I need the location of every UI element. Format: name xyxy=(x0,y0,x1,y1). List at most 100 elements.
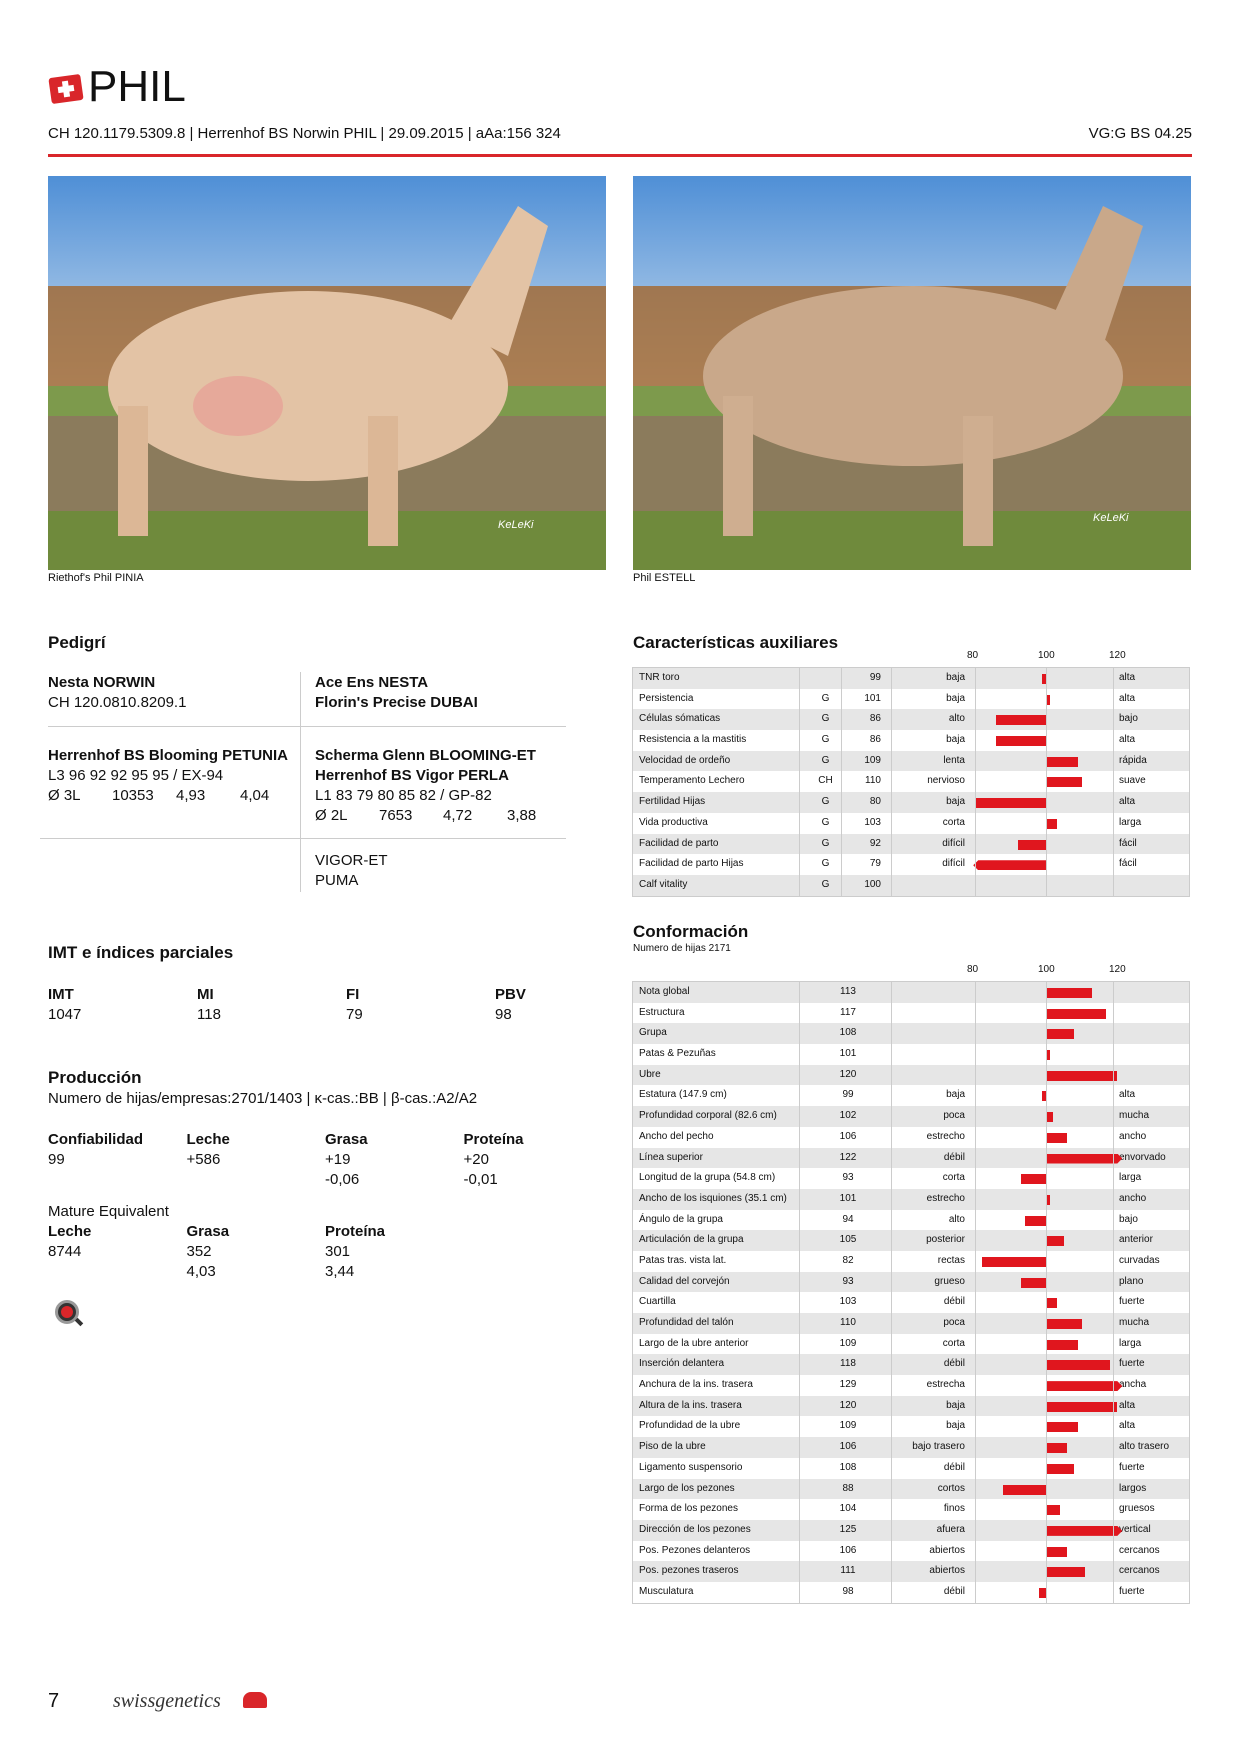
trait-value: 106 xyxy=(839,1130,857,1142)
table-row: Inserción delantera 118 débil fuerte xyxy=(633,1354,1189,1376)
trait-bar xyxy=(1046,1443,1068,1454)
trait-source: G xyxy=(821,713,830,725)
trait-low-label: afuera xyxy=(936,1523,965,1535)
trait-low-label: alto xyxy=(948,1213,965,1225)
search-magnifier-icon[interactable] xyxy=(55,1300,84,1327)
trait-name: Largo de la ubre anterior xyxy=(639,1337,749,1349)
table-row: Células sómaticas G 86 alto bajo xyxy=(633,709,1189,731)
cow-photo-pinia: KeLeKi xyxy=(48,176,606,570)
table-row: Estructura 117 xyxy=(633,1003,1189,1024)
trait-value: 105 xyxy=(839,1234,857,1246)
production-v2: -0,06 xyxy=(325,1171,360,1188)
table-row: Temperamento Lechero CH 110 nervioso suave xyxy=(633,771,1189,792)
table-row: Ligamento suspensorio 108 débil fuerte xyxy=(633,1458,1189,1479)
trait-high-label: gruesos xyxy=(1119,1503,1155,1515)
trait-low-label: finos xyxy=(943,1503,965,1515)
trait-name: Calidad del corvejón xyxy=(639,1275,730,1287)
trait-value: 101 xyxy=(839,1192,857,1204)
trait-value: 101 xyxy=(864,692,881,704)
trait-high-label: alta xyxy=(1119,692,1136,704)
trait-name: Largo de los pezones xyxy=(639,1482,735,1494)
trait-name: Ubre xyxy=(639,1068,661,1080)
trait-value: 99 xyxy=(869,672,881,683)
trait-high-label: curvadas xyxy=(1119,1254,1160,1266)
trait-bar xyxy=(1046,756,1078,767)
trait-bar xyxy=(1003,1484,1046,1495)
trait-bar xyxy=(1046,1505,1061,1516)
trait-bar xyxy=(1046,1339,1078,1350)
mature-v1: 8744 xyxy=(48,1243,82,1260)
dam-dam-name: Herrenhof BS Vigor PERLA xyxy=(315,767,509,784)
trait-source: G xyxy=(821,878,830,890)
conformation-table: Nota global 113 Estructura 117 Grupa 108 Patas… xyxy=(632,981,1190,1604)
trait-bar xyxy=(1046,1236,1064,1247)
trait-bar xyxy=(996,715,1046,726)
animal-info: CH 120.1179.5309.8 | Herrenhof BS Norwin… xyxy=(48,125,561,142)
trait-high-label: alta xyxy=(1119,734,1136,746)
conformation-subtitle: Numero de hijas 2171 xyxy=(633,943,731,954)
trait-value: 108 xyxy=(839,1027,857,1039)
photo-watermark: KeLeKi xyxy=(498,519,534,531)
mature-label: Grasa xyxy=(186,1223,230,1240)
column-divider xyxy=(1113,982,1114,1603)
sire-id: CH 120.0810.8209.1 xyxy=(48,694,187,711)
table-row: Profundidad corporal (82.6 cm) 102 poca muc… xyxy=(633,1106,1189,1127)
trait-name: Musculatura xyxy=(639,1585,694,1597)
trait-low-label: débil xyxy=(943,1296,965,1308)
page-number: 7 xyxy=(48,1690,60,1712)
trait-high-label: mucha xyxy=(1119,1110,1150,1122)
trait-bar xyxy=(1046,1194,1050,1205)
dam-dam-fat: 4,72 xyxy=(443,807,473,824)
trait-low-label: estrecha xyxy=(926,1379,965,1391)
imt-value-3: 98 xyxy=(495,1006,512,1023)
ddd-dam: PUMA xyxy=(315,872,359,889)
trait-name: Nota global xyxy=(639,986,690,997)
table-row: Dirección de los pezones 125 afuera vertica… xyxy=(633,1519,1189,1541)
trait-name: Profundidad de la ubre xyxy=(639,1420,741,1432)
trait-value: 93 xyxy=(842,1172,854,1184)
brand-logo: swissgenetics xyxy=(113,1690,221,1712)
trait-bar xyxy=(1046,1050,1050,1061)
trait-value: 120 xyxy=(839,1399,857,1411)
table-row: Línea superior 122 débil envorvado xyxy=(633,1147,1189,1169)
table-row: Facilidad de parto G 92 difícil fácil xyxy=(633,833,1189,855)
trait-value: 117 xyxy=(840,1006,856,1018)
trait-value: 109 xyxy=(864,754,881,766)
trait-low-label: poca xyxy=(943,1317,965,1328)
trait-value: 88 xyxy=(842,1482,854,1494)
trait-low-label: baja xyxy=(946,692,965,704)
trait-name: Ángulo de la grupa xyxy=(639,1213,723,1225)
trait-value: 106 xyxy=(839,1441,857,1453)
trait-high-label: alta xyxy=(1119,1399,1136,1411)
trait-value: 102 xyxy=(839,1110,857,1122)
scale-tick: 120 xyxy=(1109,650,1126,661)
dam-classification: L3 96 92 92 95 95 / EX-94 xyxy=(48,767,224,784)
trait-high-label: fácil xyxy=(1119,837,1137,849)
dam-dam-protein: 3,88 xyxy=(507,807,537,824)
trait-high-label: largos xyxy=(1119,1482,1147,1494)
column-divider xyxy=(799,982,800,1603)
table-row: Patas tras. vista lat. 82 rectas curvadas xyxy=(633,1251,1189,1272)
trait-bar xyxy=(1046,777,1082,788)
scale-tick: 120 xyxy=(1109,964,1126,975)
production-heading: Producción xyxy=(48,1068,142,1087)
trait-low-label: corta xyxy=(942,816,965,828)
trait-high-label: fuerte xyxy=(1119,1358,1145,1370)
trait-value: 82 xyxy=(842,1254,854,1266)
column-divider xyxy=(799,668,800,896)
trait-name: Velocidad de ordeño xyxy=(639,754,731,766)
trait-low-label: posterior xyxy=(926,1234,965,1246)
trait-bar xyxy=(1046,1132,1068,1143)
trait-bar xyxy=(1038,1587,1046,1598)
trait-low-label: débil xyxy=(943,1461,965,1473)
column-divider xyxy=(891,982,892,1603)
trait-name: Resistencia a la mastitis xyxy=(639,734,747,746)
trait-value: 106 xyxy=(839,1544,857,1556)
table-row: Velocidad de ordeño G 109 lenta rápida xyxy=(633,750,1189,772)
trait-high-label: vertical xyxy=(1119,1523,1151,1535)
trait-name: Ancho del pecho xyxy=(639,1130,714,1142)
trait-value: 98 xyxy=(842,1585,854,1597)
trait-high-label: fácil xyxy=(1119,858,1137,870)
trait-value: 109 xyxy=(839,1337,857,1349)
trait-value: 103 xyxy=(839,1296,857,1308)
